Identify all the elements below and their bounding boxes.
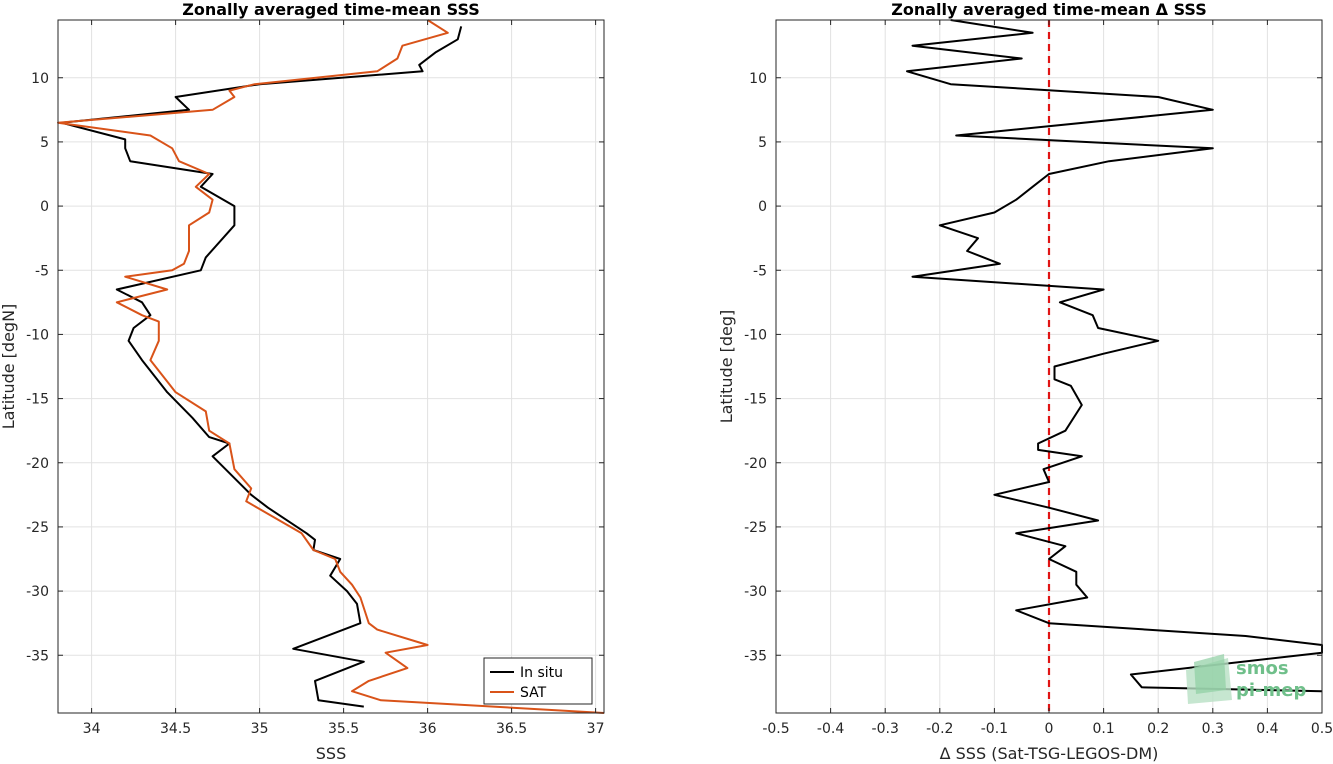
x-tick-label: -0.4 bbox=[817, 721, 844, 737]
y-tick-label: -30 bbox=[26, 584, 49, 600]
y-tick-label: -20 bbox=[26, 456, 49, 472]
y-tick-label: -15 bbox=[26, 392, 49, 408]
x-tick-label: -0.3 bbox=[872, 721, 899, 737]
x-tick-label: 37 bbox=[587, 721, 605, 737]
y-tick-label: -25 bbox=[26, 520, 49, 536]
y-axis-label: Latitude [degN] bbox=[0, 304, 18, 430]
y-axis-label: Latitude [deg] bbox=[717, 310, 736, 424]
series-line-in-situ bbox=[60, 26, 463, 708]
y-tick-label: -25 bbox=[744, 520, 767, 536]
y-tick-label: -35 bbox=[26, 648, 49, 664]
x-tick-label: 35 bbox=[251, 721, 269, 737]
y-tick-label: -5 bbox=[35, 263, 49, 279]
legend-entry: SAT bbox=[520, 685, 547, 701]
y-tick-label: 5 bbox=[758, 135, 767, 151]
chart-title: Zonally averaged time-mean SSS bbox=[182, 0, 480, 19]
y-tick-label: -10 bbox=[744, 327, 767, 343]
y-tick-label: -30 bbox=[744, 584, 767, 600]
x-tick-label: -0.1 bbox=[981, 721, 1008, 737]
x-tick-label: 0.5 bbox=[1311, 721, 1333, 737]
x-tick-label: 36.5 bbox=[496, 721, 527, 737]
legend-entry: In situ bbox=[520, 665, 563, 681]
x-tick-label: 0.4 bbox=[1256, 721, 1278, 737]
x-axis-label: SSS bbox=[316, 744, 346, 763]
x-tick-label: 34 bbox=[83, 721, 101, 737]
logo-text-line2: pi-mep bbox=[1236, 680, 1306, 701]
x-axis-label: Δ SSS (Sat-TSG-LEGOS-DM) bbox=[940, 744, 1159, 763]
y-tick-label: 5 bbox=[40, 135, 49, 151]
y-tick-label: 0 bbox=[758, 199, 767, 215]
logo-text-line1: smos bbox=[1236, 658, 1289, 679]
series-line-sat bbox=[57, 19, 605, 714]
y-tick-label: -5 bbox=[753, 263, 767, 279]
y-tick-label: -20 bbox=[744, 456, 767, 472]
legend-box bbox=[483, 657, 593, 705]
y-tick-label: 0 bbox=[40, 199, 49, 215]
x-tick-label: 0 bbox=[1045, 721, 1054, 737]
x-tick-label: 35.5 bbox=[328, 721, 359, 737]
x-tick-label: 0.3 bbox=[1202, 721, 1224, 737]
x-tick-label: 0.2 bbox=[1147, 721, 1169, 737]
x-tick-label: 36 bbox=[419, 721, 437, 737]
smos-pi-mep-logo: smos pi-mep bbox=[1186, 654, 1306, 704]
y-tick-label: 10 bbox=[749, 71, 767, 87]
left-panel-sss: 34 34.5 35 35.5 36 36.5 37 10 5 0 -5 -10 -15 -20 -25 -3… bbox=[0, 0, 605, 763]
chart-title: Zonally averaged time-mean Δ SSS bbox=[891, 0, 1207, 19]
x-tick-label: -0.2 bbox=[926, 721, 953, 737]
y-tick-label: -35 bbox=[744, 648, 767, 664]
plot-area bbox=[58, 20, 604, 713]
y-tick-label: -10 bbox=[26, 327, 49, 343]
axes-box bbox=[57, 19, 605, 714]
y-tick-label: 10 bbox=[31, 71, 49, 87]
x-tick-label: 34.5 bbox=[160, 721, 191, 737]
series-line-0 bbox=[906, 19, 1323, 693]
y-tick-label: -15 bbox=[744, 392, 767, 408]
x-tick-label: 0.1 bbox=[1092, 721, 1114, 737]
x-tick-label: -0.5 bbox=[762, 721, 789, 737]
right-panel-delta-sss: -0.5 -0.4 -0.3 -0.2 -0.1 0 0.1 0.2 0.3 0.4 0.5 10 5 0… bbox=[717, 0, 1333, 763]
